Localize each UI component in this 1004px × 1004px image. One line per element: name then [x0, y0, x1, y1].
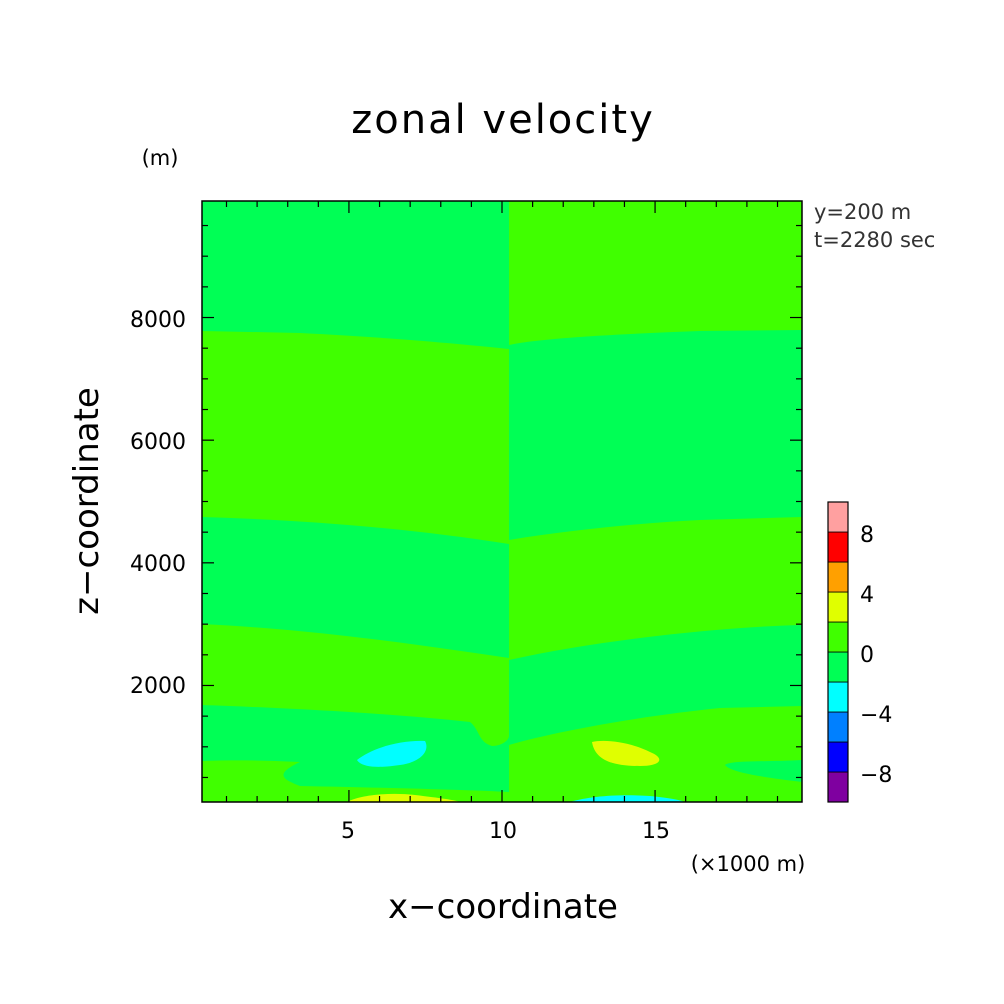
contour-blob-negative: [357, 740, 427, 767]
contour-band: [202, 705, 509, 792]
contour-band: [509, 517, 802, 660]
colorbar-swatch: [827, 561, 849, 593]
x-tick-label: 10: [489, 819, 517, 844]
colorbar-label: −4: [860, 703, 892, 728]
contour-band: [509, 201, 802, 345]
y-tick-label: 4000: [130, 552, 186, 577]
y-tick-label: 6000: [130, 430, 186, 455]
colorbar-swatch: [827, 711, 849, 743]
y-ticks: [202, 224, 802, 779]
annotation-time: t=2280 sec: [814, 228, 935, 252]
x-ticks: [225, 201, 779, 802]
colorbar-swatch: [827, 501, 849, 533]
colorbar-label: −8: [860, 763, 892, 788]
contour-blob-negative: [570, 795, 685, 802]
y-unit-label: (m): [142, 146, 179, 170]
y-axis-title: z−coordinate: [67, 387, 107, 615]
colorbar-label: 0: [860, 643, 874, 668]
colorbar-swatch: [827, 741, 849, 773]
colorbar-label: 8: [860, 523, 874, 548]
y-tick-label: 8000: [130, 308, 186, 333]
contour-blob-positive: [347, 793, 460, 802]
colorbar-swatch: [827, 621, 849, 653]
chart-title: zonal velocity: [351, 97, 655, 143]
contour-band: [202, 201, 509, 349]
y-tick-label: 2000: [130, 674, 186, 699]
colorbar-label: 4: [860, 583, 874, 608]
colorbar: [827, 501, 849, 803]
x-unit-label: (×1000 m): [691, 852, 806, 876]
colorbar-swatch: [827, 651, 849, 683]
contour-blob-positive: [592, 740, 660, 766]
contour-band: [202, 517, 509, 658]
contour-band: [509, 706, 802, 802]
x-tick-label: 5: [341, 819, 355, 844]
x-axis-title: x−coordinate: [388, 887, 618, 927]
plot-area: [201, 200, 803, 803]
annotation-y-position: y=200 m: [814, 200, 911, 224]
colorbar-swatch: [827, 681, 849, 713]
colorbar-swatch: [827, 531, 849, 563]
colorbar-frame: [827, 501, 849, 803]
x-tick-label: 15: [642, 819, 670, 844]
colorbar-swatch: [827, 591, 849, 623]
colorbar-swatch: [827, 771, 849, 803]
